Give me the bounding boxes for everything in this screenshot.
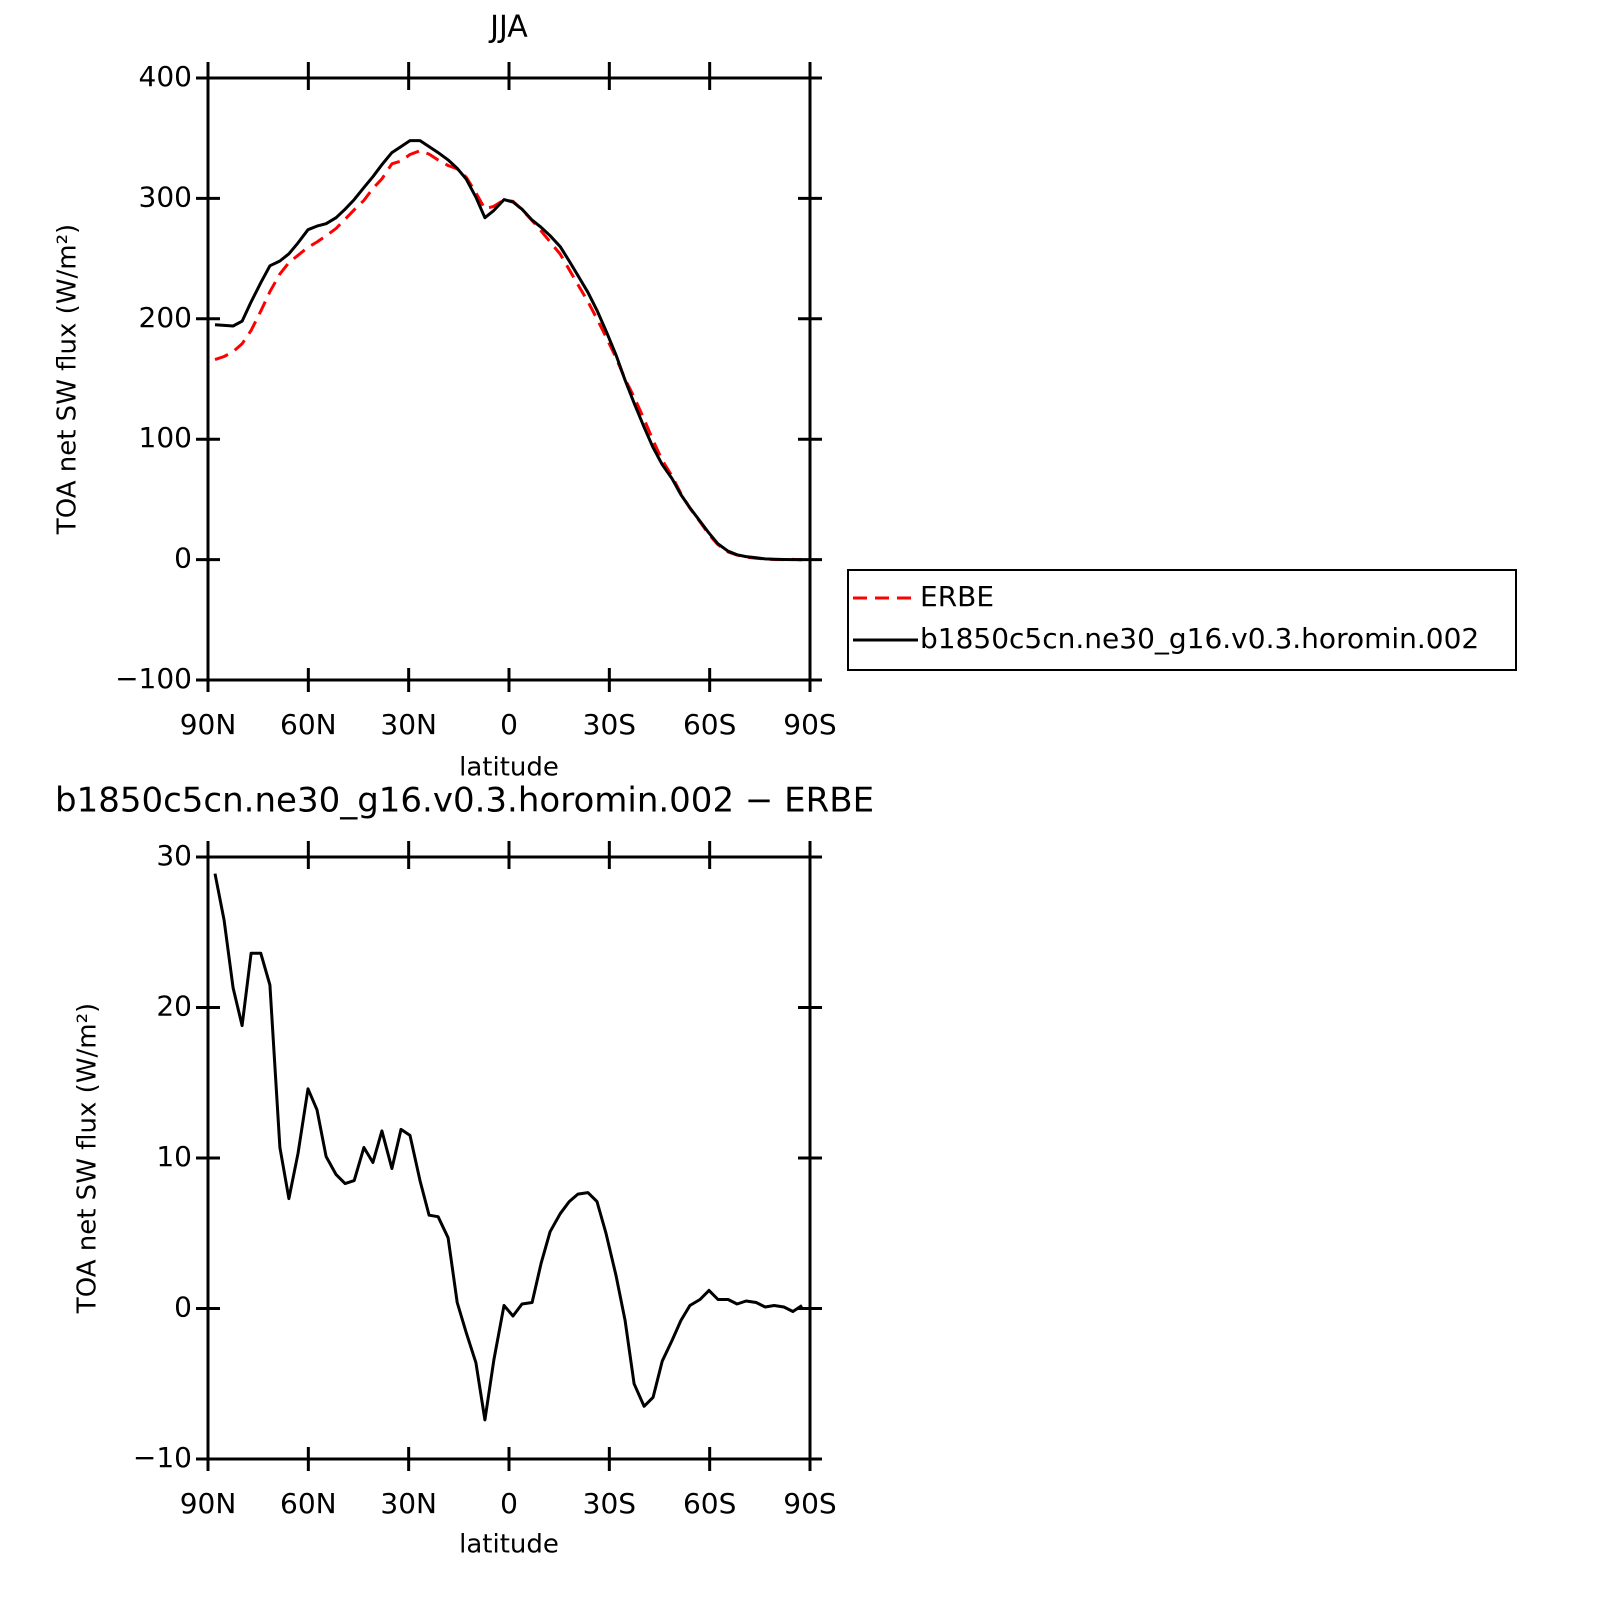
plot-frame: [206, 76, 812, 682]
chart-title: b1850c5cn.ne30_g16.v0.3.horomin.002 − ER…: [55, 781, 874, 821]
y-tick-label: 400: [139, 60, 192, 93]
x-tick-label: 0: [500, 708, 518, 741]
x-tick-label: 90S: [783, 1487, 836, 1520]
x-tick-label: 90N: [180, 1487, 237, 1520]
x-tick-label: 30N: [380, 708, 437, 741]
y-axis-label: TOA net SW flux (W/m²): [73, 1003, 103, 1314]
y-tick-label: 100: [139, 421, 192, 454]
x-axis-label: latitude: [459, 1530, 559, 1560]
chart-title: JJA: [488, 10, 528, 45]
legend-label: b1850c5cn.ne30_g16.v0.3.horomin.002: [920, 622, 1479, 655]
y-tick-label: 10: [156, 1140, 192, 1173]
x-tick-label: 60N: [280, 708, 337, 741]
y-tick-label: 30: [156, 839, 192, 872]
series-line: [213, 873, 803, 1422]
x-tick-label: 90S: [783, 708, 836, 741]
y-tick-label: 0: [174, 542, 192, 575]
y-tick-label: −100: [115, 662, 192, 695]
legend-box: [847, 569, 1517, 671]
x-tick-label: 60S: [683, 708, 736, 741]
series-line: [214, 149, 803, 562]
x-tick-label: 60S: [683, 1487, 736, 1520]
x-tick-label: 60N: [280, 1487, 337, 1520]
y-tick-label: −10: [133, 1441, 192, 1474]
series-line: [214, 139, 802, 562]
legend-label: ERBE: [920, 580, 994, 613]
y-tick-label: 0: [174, 1291, 192, 1324]
x-tick-label: 30N: [380, 1487, 437, 1520]
x-axis-label: latitude: [459, 753, 559, 783]
y-axis-label: TOA net SW flux (W/m²): [53, 224, 83, 535]
x-tick-label: 0: [500, 1487, 518, 1520]
y-tick-label: 20: [156, 990, 192, 1023]
x-tick-label: 30S: [583, 708, 636, 741]
y-tick-label: 200: [139, 301, 192, 334]
y-tick-label: 300: [139, 180, 192, 213]
x-tick-label: 30S: [583, 1487, 636, 1520]
x-tick-label: 90N: [180, 708, 237, 741]
